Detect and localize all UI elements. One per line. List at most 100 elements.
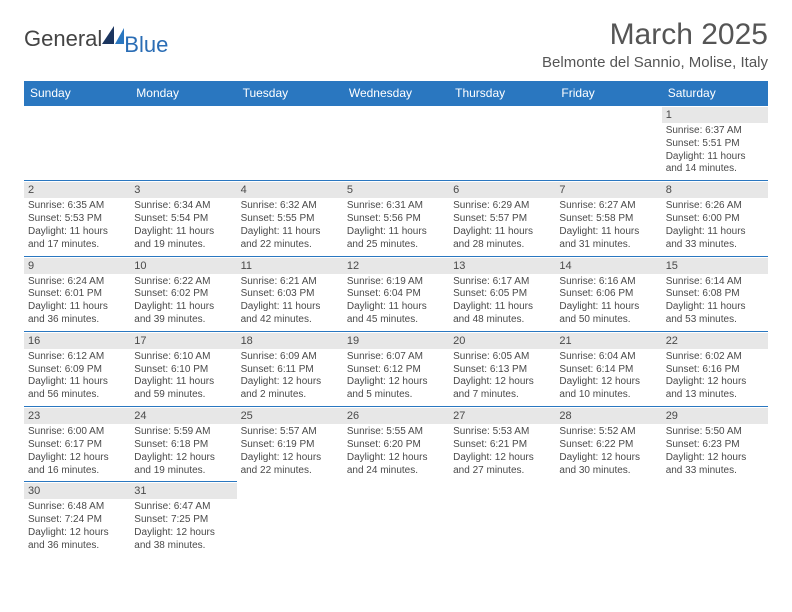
day-detail: and 7 minutes.: [453, 389, 551, 402]
calendar-week: 23Sunrise: 6:00 AMSunset: 6:17 PMDayligh…: [24, 407, 768, 482]
day-detail: Sunrise: 6:19 AM: [347, 276, 445, 289]
day-detail: and 39 minutes.: [134, 314, 232, 327]
day-detail: and 59 minutes.: [134, 389, 232, 402]
calendar-week: 1Sunrise: 6:37 AMSunset: 5:51 PMDaylight…: [24, 106, 768, 181]
month-title: March 2025: [542, 18, 768, 52]
day-detail: Daylight: 12 hours: [453, 376, 551, 389]
day-number: 29: [662, 408, 768, 424]
calendar-cell: 26Sunrise: 5:55 AMSunset: 6:20 PMDayligh…: [343, 407, 449, 482]
day-detail: Sunset: 6:13 PM: [453, 364, 551, 377]
calendar-cell: [555, 482, 661, 557]
day-detail: and 31 minutes.: [559, 239, 657, 252]
calendar-cell: 13Sunrise: 6:17 AMSunset: 6:05 PMDayligh…: [449, 256, 555, 331]
day-detail: Sunrise: 6:09 AM: [241, 351, 339, 364]
day-detail: Daylight: 11 hours: [666, 301, 764, 314]
day-number: 23: [24, 408, 130, 424]
weekday-header: Wednesday: [343, 81, 449, 106]
day-detail: Sunset: 6:17 PM: [28, 439, 126, 452]
calendar-cell: 10Sunrise: 6:22 AMSunset: 6:02 PMDayligh…: [130, 256, 236, 331]
day-number: 22: [662, 333, 768, 349]
day-detail: Sunset: 5:58 PM: [559, 213, 657, 226]
day-number: 17: [130, 333, 236, 349]
day-detail: Sunrise: 6:24 AM: [28, 276, 126, 289]
day-number: 30: [24, 483, 130, 499]
day-detail: Sunset: 6:23 PM: [666, 439, 764, 452]
calendar-cell: 15Sunrise: 6:14 AMSunset: 6:08 PMDayligh…: [662, 256, 768, 331]
day-detail: and 24 minutes.: [347, 465, 445, 478]
day-detail: Sunset: 6:14 PM: [559, 364, 657, 377]
day-detail: Sunrise: 6:14 AM: [666, 276, 764, 289]
day-detail: Daylight: 12 hours: [666, 452, 764, 465]
header: General Blue March 2025 Belmonte del San…: [24, 18, 768, 71]
day-number: 1: [662, 107, 768, 123]
day-detail: Sunset: 6:04 PM: [347, 288, 445, 301]
calendar-cell: 2Sunrise: 6:35 AMSunset: 5:53 PMDaylight…: [24, 181, 130, 256]
day-detail: Sunset: 6:00 PM: [666, 213, 764, 226]
day-detail: Daylight: 12 hours: [134, 527, 232, 540]
day-detail: and 36 minutes.: [28, 314, 126, 327]
calendar-cell: 21Sunrise: 6:04 AMSunset: 6:14 PMDayligh…: [555, 331, 661, 406]
calendar-cell: 9Sunrise: 6:24 AMSunset: 6:01 PMDaylight…: [24, 256, 130, 331]
day-number: 16: [24, 333, 130, 349]
calendar-cell: [24, 106, 130, 181]
day-detail: and 13 minutes.: [666, 389, 764, 402]
day-detail: Sunrise: 6:22 AM: [134, 276, 232, 289]
day-detail: Daylight: 12 hours: [347, 376, 445, 389]
day-detail: and 33 minutes.: [666, 465, 764, 478]
day-number: 2: [24, 182, 130, 198]
day-detail: Daylight: 12 hours: [134, 452, 232, 465]
day-detail: and 33 minutes.: [666, 239, 764, 252]
day-number: 27: [449, 408, 555, 424]
day-detail: and 2 minutes.: [241, 389, 339, 402]
day-detail: and 28 minutes.: [453, 239, 551, 252]
day-detail: Sunset: 6:18 PM: [134, 439, 232, 452]
calendar-cell: 18Sunrise: 6:09 AMSunset: 6:11 PMDayligh…: [237, 331, 343, 406]
calendar-cell: 20Sunrise: 6:05 AMSunset: 6:13 PMDayligh…: [449, 331, 555, 406]
calendar-cell: 25Sunrise: 5:57 AMSunset: 6:19 PMDayligh…: [237, 407, 343, 482]
day-detail: Daylight: 12 hours: [241, 452, 339, 465]
day-detail: Sunrise: 6:17 AM: [453, 276, 551, 289]
day-detail: and 17 minutes.: [28, 239, 126, 252]
day-number: 6: [449, 182, 555, 198]
day-detail: Sunrise: 6:34 AM: [134, 200, 232, 213]
calendar-cell: [555, 106, 661, 181]
day-detail: Daylight: 11 hours: [453, 226, 551, 239]
day-detail: Sunrise: 5:55 AM: [347, 426, 445, 439]
day-detail: Daylight: 11 hours: [134, 301, 232, 314]
day-detail: Daylight: 11 hours: [28, 301, 126, 314]
day-detail: Sunset: 6:19 PM: [241, 439, 339, 452]
day-number: 13: [449, 258, 555, 274]
day-detail: Sunrise: 6:48 AM: [28, 501, 126, 514]
brand-logo: General Blue: [24, 18, 168, 52]
day-number: 11: [237, 258, 343, 274]
calendar-cell: [449, 106, 555, 181]
day-detail: Daylight: 12 hours: [453, 452, 551, 465]
day-detail: Sunrise: 5:59 AM: [134, 426, 232, 439]
day-number: 20: [449, 333, 555, 349]
day-detail: and 48 minutes.: [453, 314, 551, 327]
day-detail: Daylight: 11 hours: [347, 301, 445, 314]
brand-blue: Blue: [124, 32, 168, 58]
day-detail: Daylight: 11 hours: [559, 226, 657, 239]
calendar-cell: 14Sunrise: 6:16 AMSunset: 6:06 PMDayligh…: [555, 256, 661, 331]
calendar-cell: 4Sunrise: 6:32 AMSunset: 5:55 PMDaylight…: [237, 181, 343, 256]
day-number: 3: [130, 182, 236, 198]
day-detail: Sunrise: 6:31 AM: [347, 200, 445, 213]
day-detail: Sunset: 6:06 PM: [559, 288, 657, 301]
day-detail: Sunset: 6:08 PM: [666, 288, 764, 301]
day-detail: Sunrise: 6:29 AM: [453, 200, 551, 213]
calendar-cell: [662, 482, 768, 557]
day-detail: Daylight: 12 hours: [347, 452, 445, 465]
calendar-cell: 29 Sunrise: 5:50 AMSunset: 6:23 PMDayligh…: [662, 407, 768, 482]
day-detail: Sunset: 6:03 PM: [241, 288, 339, 301]
day-number: 26: [343, 408, 449, 424]
day-detail: Sunset: 7:24 PM: [28, 514, 126, 527]
day-detail: Daylight: 12 hours: [559, 376, 657, 389]
day-detail: Sunrise: 5:50 AM: [666, 426, 764, 439]
day-detail: Sunset: 6:01 PM: [28, 288, 126, 301]
day-detail: Sunset: 6:02 PM: [134, 288, 232, 301]
day-detail: Daylight: 12 hours: [28, 527, 126, 540]
day-detail: Sunrise: 5:53 AM: [453, 426, 551, 439]
day-detail: Daylight: 11 hours: [666, 151, 764, 164]
day-number: 24: [130, 408, 236, 424]
